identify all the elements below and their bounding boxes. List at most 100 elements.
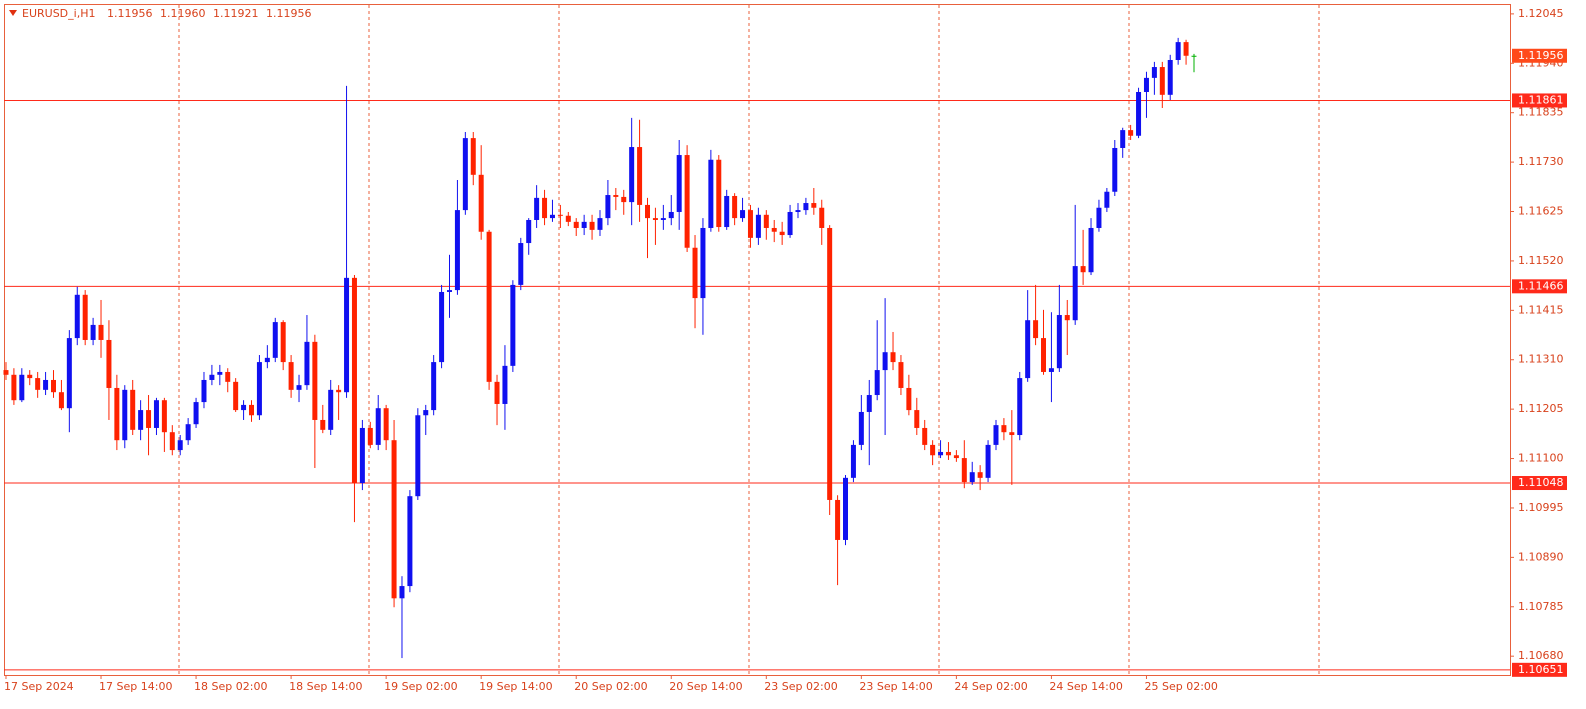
candle-body: [1096, 207, 1102, 228]
candle-body: [613, 195, 619, 197]
chart-header: EURUSD_i,H1 1.11956 1.11960 1.11921 1.11…: [22, 7, 311, 20]
candle-body: [732, 195, 738, 219]
candle-body: [858, 411, 864, 445]
candle-body: [423, 410, 429, 416]
candle-body: [1136, 91, 1142, 136]
candle-body: [534, 197, 540, 220]
candle-body: [684, 155, 690, 248]
candle-body: [447, 290, 453, 292]
candle-body: [454, 210, 460, 291]
candle-body: [945, 451, 951, 456]
candle-body: [597, 218, 603, 230]
level-label: 1.10651: [1518, 663, 1564, 676]
candle-body: [35, 378, 41, 390]
y-tick-label: 1.11520: [1518, 254, 1564, 267]
y-tick-label: 1.12045: [1518, 7, 1564, 20]
candle-body: [938, 451, 944, 456]
candle-body: [1151, 67, 1157, 78]
candle-body: [747, 210, 753, 238]
level-label-box: [1512, 279, 1567, 294]
candle-body: [1017, 378, 1023, 436]
candle-body: [177, 440, 183, 451]
candle-body: [985, 444, 991, 478]
candle-body: [1159, 67, 1165, 95]
candle-body: [280, 322, 286, 363]
x-tick-label: 18 Sep 14:00: [289, 680, 362, 693]
candle-body: [898, 362, 904, 388]
candle-body: [146, 410, 152, 428]
header-arrow: [9, 10, 17, 16]
candle-body: [835, 499, 841, 540]
candle-body: [431, 362, 437, 411]
level-label: 1.11466: [1518, 279, 1564, 292]
level-label: 1.11048: [1518, 476, 1564, 489]
candle-body: [755, 214, 761, 238]
x-tick-label: 17 Sep 2024: [4, 680, 74, 693]
candle-body: [993, 425, 999, 445]
candle-body: [565, 215, 571, 222]
candle-body: [241, 404, 247, 411]
price-label: 1.11956: [1518, 49, 1564, 62]
candle-body: [882, 352, 888, 371]
y-tick-label: 1.11625: [1518, 205, 1564, 218]
x-tick-label: 23 Sep 14:00: [859, 680, 932, 693]
candle-body: [843, 477, 849, 540]
candle-body: [130, 389, 136, 430]
candle-body: [953, 455, 959, 459]
candle-body: [692, 247, 698, 299]
candle-body: [185, 424, 191, 441]
candle-body: [288, 362, 294, 390]
candle-body: [542, 197, 548, 219]
candle-body: [700, 227, 706, 299]
x-tick-label: 17 Sep 14:00: [99, 680, 172, 693]
symbol: EURUSD_i,H1: [22, 7, 95, 20]
level-label: 1.11861: [1518, 93, 1564, 106]
candle-body: [1143, 77, 1149, 92]
candle-body: [1033, 320, 1039, 339]
close-value: 1.11956: [266, 7, 312, 20]
x-tick-label: 20 Sep 14:00: [669, 680, 742, 693]
x-tick-label: 25 Sep 02:00: [1144, 680, 1217, 693]
candle-body: [1112, 147, 1118, 192]
candle-body: [264, 357, 270, 363]
candle-body: [359, 427, 365, 484]
candle-body: [787, 211, 793, 236]
candle-body: [328, 389, 334, 430]
candle-body: [637, 147, 643, 205]
candle-body: [51, 379, 57, 393]
x-tick-label: 19 Sep 14:00: [479, 680, 552, 693]
candle-body: [969, 472, 975, 483]
candle-body: [724, 195, 730, 228]
candle-body: [1167, 59, 1173, 95]
open-value: 1.11956: [107, 7, 153, 20]
candle-body: [66, 338, 72, 409]
candle-body: [763, 214, 769, 228]
candle-body: [795, 210, 801, 212]
candle-body: [708, 159, 714, 228]
candle-body: [470, 138, 476, 175]
candle-body: [193, 402, 199, 425]
candle-body: [106, 339, 112, 388]
candle-body: [58, 392, 64, 409]
candle-body: [668, 211, 674, 219]
low-value: 1.11921: [213, 7, 259, 20]
candle-body: [3, 370, 9, 375]
candle-body: [652, 218, 658, 220]
candle-body: [169, 432, 175, 451]
candle-body: [209, 374, 215, 380]
candle-body: [225, 371, 231, 382]
candle-body: [98, 324, 104, 340]
candle-body: [660, 218, 666, 220]
level-label-box: [1512, 476, 1567, 491]
candle-body: [811, 203, 817, 208]
candle-body: [11, 374, 17, 401]
candle-body: [1183, 42, 1189, 56]
candle-body: [494, 381, 500, 404]
level-label-box: [1512, 662, 1567, 677]
candle-body: [874, 370, 880, 396]
candle-body: [1041, 338, 1047, 372]
candle-body: [90, 324, 96, 340]
